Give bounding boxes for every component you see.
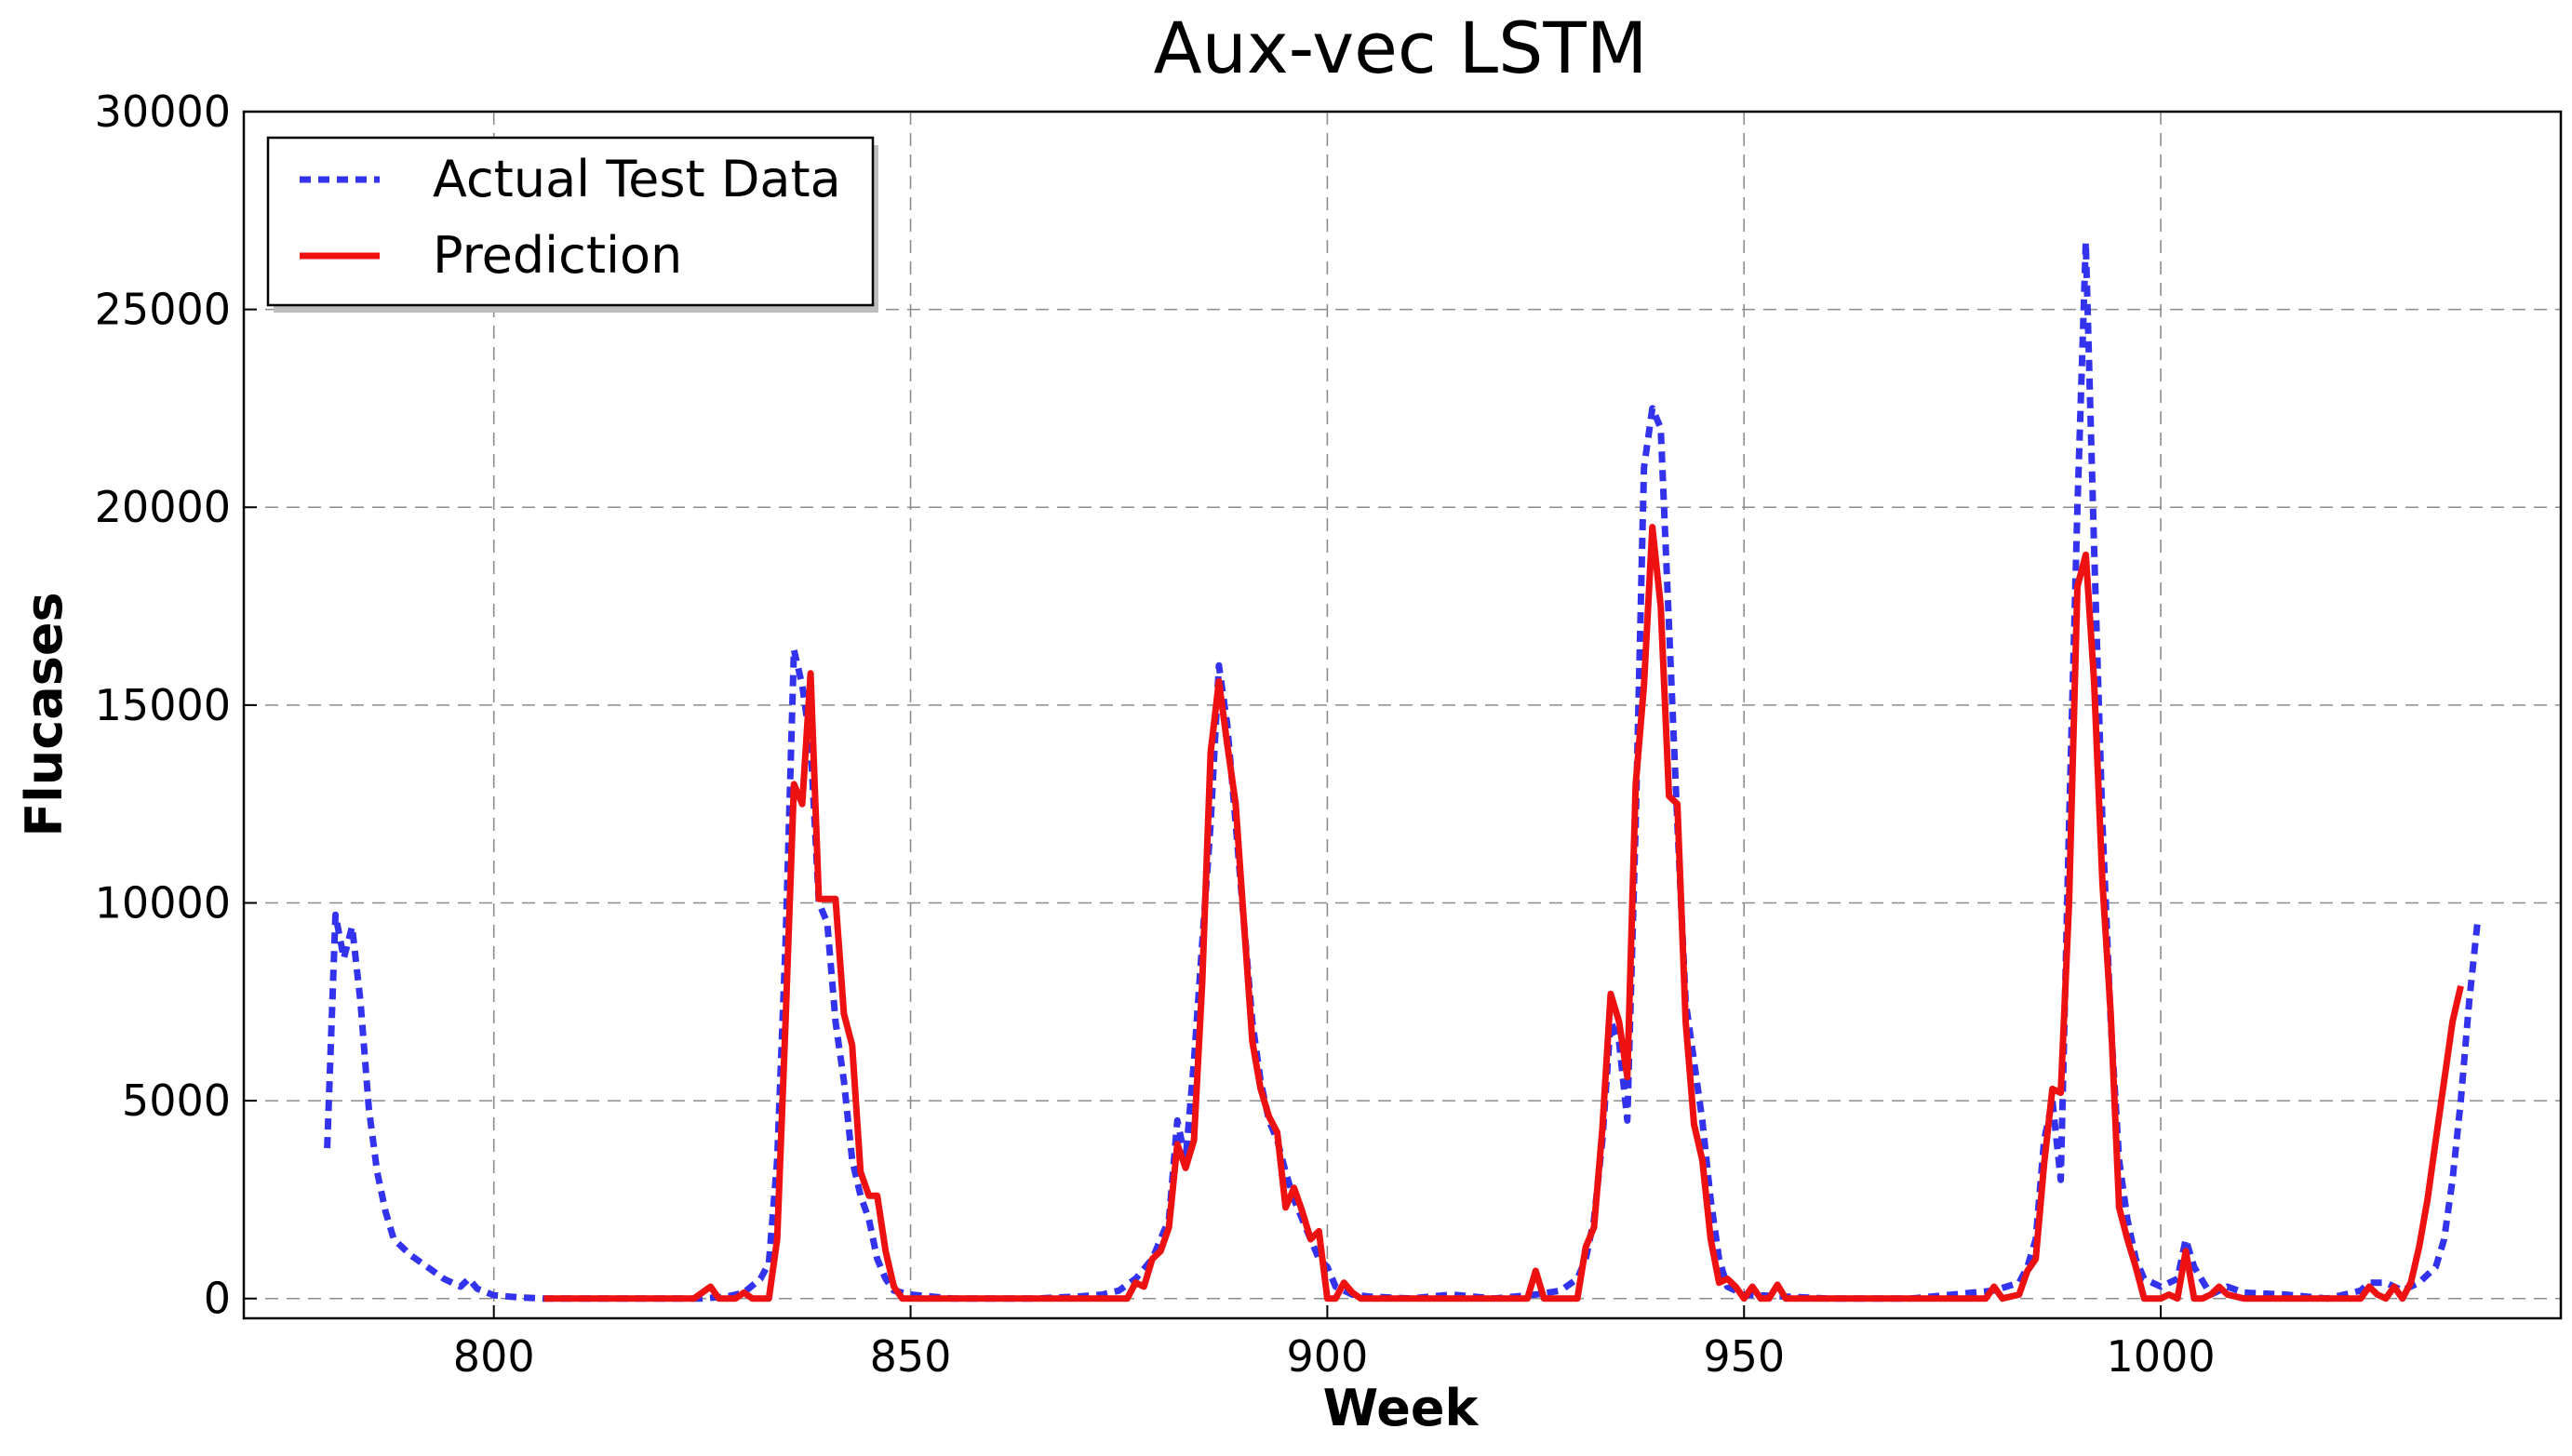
y-tick-label: 15000: [95, 680, 231, 730]
legend-label-prediction: Prediction: [433, 226, 682, 285]
y-tick-label: 30000: [95, 87, 231, 137]
chart-title: Aux-vec LSTM: [1154, 7, 1648, 89]
legend-box: [266, 136, 875, 307]
series-line-prediction: [543, 524, 2464, 1302]
y-tick-label: 5000: [122, 1075, 231, 1126]
y-tick-label: 25000: [95, 285, 231, 335]
y-tick-label: 20000: [95, 482, 231, 532]
y-tick-label: 0: [204, 1274, 231, 1324]
series-layer: [324, 238, 2481, 1302]
x-tick-label: 800: [453, 1331, 535, 1382]
plot-frame: [242, 110, 2563, 1320]
legend: Actual Test Data Prediction: [266, 136, 878, 313]
legend-label-actual: Actual Test Data: [433, 150, 841, 208]
y-axis: 0 5000 10000 15000 20000 25000 30000: [95, 87, 257, 1324]
x-tick-label: 950: [1703, 1331, 1785, 1382]
y-axis-label: Flucases: [15, 592, 74, 836]
series-line-actual-test-data: [324, 238, 2481, 1302]
x-axis: 800 850 900 950 1000: [453, 1305, 2216, 1382]
x-axis-label: Week: [1323, 1379, 1480, 1437]
y-tick-label: 10000: [95, 877, 231, 928]
x-tick-label: 1000: [2107, 1331, 2216, 1382]
x-tick-label: 850: [870, 1331, 952, 1382]
x-tick-label: 900: [1286, 1331, 1368, 1382]
